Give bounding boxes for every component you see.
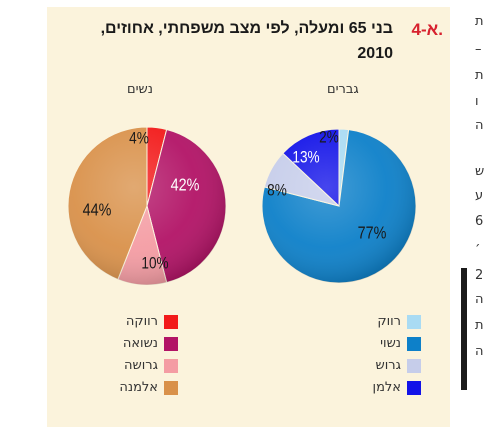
side-text-fragment: ת [475, 68, 484, 83]
men-legend-item: אלמן [312, 380, 432, 397]
chart-panel: א-4. בני 65 ומעלה, לפי מצב משפחתי, אחוזי… [47, 7, 450, 427]
women-legend-item: רווקה [112, 314, 232, 331]
legend-label: נשוי [380, 336, 401, 351]
women-data-label-1: 4% [129, 129, 149, 148]
side-text-fragment: ה [475, 292, 484, 307]
men-legend-item: גרוש [312, 358, 432, 375]
women-data-label-2: 42% [171, 175, 200, 195]
chart-title-line2: 2010 [357, 45, 393, 62]
men-data-label-2: 77% [358, 223, 387, 243]
side-text-fragment: ת [475, 318, 484, 333]
side-text-fragment: – [475, 42, 482, 57]
adjacent-page-text: ת – ת ו ה ש ע 6 ׳ 2 ה ת ה [453, 0, 484, 439]
legend-swatch [407, 359, 421, 373]
side-text-fragment: ו [475, 94, 479, 109]
side-text-fragment: 2 [475, 268, 484, 283]
men-data-label-1: 2% [319, 128, 339, 147]
legend-swatch [164, 315, 178, 329]
legend-label: אלמן [372, 380, 401, 395]
legend-swatch [407, 337, 421, 351]
side-text-fragment: ע [475, 188, 484, 203]
pie-charts: 4% 42% 10% 44% 2% 77% 8% 13% [67, 126, 417, 286]
side-text-fragment: ש [475, 164, 484, 179]
men-group-label: גברים [327, 82, 359, 97]
men-pie: 2% 77% 8% 13% [261, 128, 417, 284]
legend-label: גרוש [375, 358, 401, 373]
side-text-fragment: ה [475, 344, 484, 359]
women-legend-item: גרושה [112, 358, 232, 375]
women-pie: 4% 42% 10% 44% [67, 126, 227, 286]
men-legend-item: נשוי [312, 336, 432, 353]
legend-swatch [164, 337, 178, 351]
men-legend-item: רווק [312, 314, 432, 331]
men-data-label-3: 8% [267, 181, 287, 200]
side-text-fragment: 6 [475, 214, 484, 229]
side-text-fragment: ת [475, 14, 484, 29]
women-group-label: נשים [127, 82, 153, 97]
pie-shading [68, 127, 226, 285]
women-data-label-4: 44% [83, 200, 112, 220]
legend-label: רווק [377, 314, 401, 329]
chart-title-line1: בני 65 ומעלה, לפי מצב משפחתי, אחוזים, [100, 20, 393, 37]
legend-label: רווקה [125, 314, 158, 329]
legend-swatch [407, 315, 421, 329]
legend-label: אלמנה [119, 380, 158, 395]
men-data-label-4: 13% [292, 148, 319, 167]
page-edge-bar [461, 268, 467, 390]
women-legend-item: נשואה [112, 336, 232, 353]
legend-swatch [407, 381, 421, 395]
side-text-fragment: ה [475, 118, 484, 133]
figure-number: א-4. [411, 20, 443, 39]
women-data-label-3: 10% [141, 254, 168, 273]
legend-label: נשואה [122, 336, 158, 351]
legend-label: גרושה [124, 358, 158, 373]
women-legend-item: אלמנה [112, 380, 232, 397]
legend-swatch [164, 381, 178, 395]
pie-shading [262, 129, 416, 283]
side-text-fragment: ׳ [475, 240, 481, 255]
legend-swatch [164, 359, 178, 373]
